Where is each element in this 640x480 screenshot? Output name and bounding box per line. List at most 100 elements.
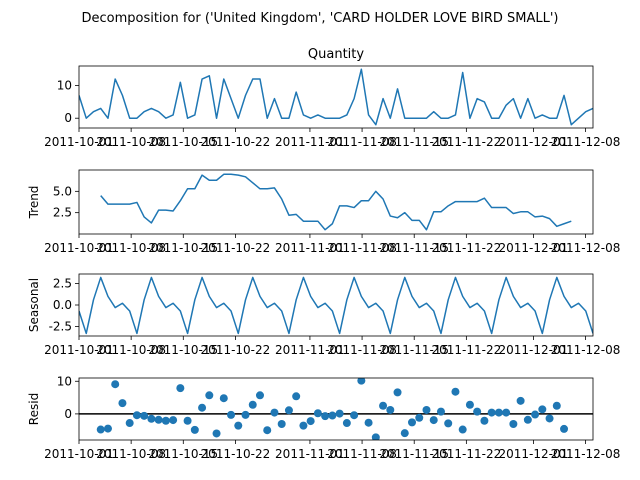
resid-point [313,409,322,418]
resid-point [516,396,525,405]
x-tick-label: 2011-10-22 [201,447,271,461]
plot-area [79,68,593,126]
x-tick-label: 2011-11-15 [379,241,449,255]
resid-point [321,412,330,421]
resid-point [169,416,178,425]
x-tick-label: 2011-10-01 [44,135,114,149]
resid-point [436,407,445,416]
x-tick-label: 2011-10-01 [44,343,114,357]
x-tick-label: 2011-10-22 [201,343,271,357]
x-tick-label: 2011-10-08 [96,241,166,255]
panels: Quantity0102011-10-012011-10-082011-10-1… [27,47,620,461]
y-tick-label: 10 [57,374,72,388]
resid-point [335,409,344,418]
x-tick-label: 2011-11-15 [379,135,449,149]
resid-point [531,410,540,419]
x-tick-label: 2011-11-22 [431,343,501,357]
x-tick-label: 2011-10-08 [96,447,166,461]
axes-frame [78,273,594,337]
x-tick-label: 2011-11-08 [327,135,397,149]
resid-point [487,408,496,417]
resid-point [263,426,272,435]
resid-point [502,408,511,417]
x-tick-label: 2011-11-01 [275,241,345,255]
resid-point [212,429,221,438]
resid-point [538,405,547,414]
x-tick-label: 2011-12-08 [551,241,621,255]
resid-point [198,403,207,412]
resid-point [458,425,467,434]
resid-point [111,380,120,389]
resid-point [342,419,351,428]
resid-point [415,413,424,422]
panel-trend: Trend 2.5 5.0 2011-10-012011-10-082011-10-1… [27,169,621,255]
panel-seasonal: Seasonal -2.50.02.52011-10-012011-10-0820… [27,273,621,357]
resid-point [292,392,301,401]
x-tick-label: 2011-10-01 [44,241,114,255]
resid-point [393,388,402,397]
resid-point [480,416,489,425]
resid-point [190,425,199,434]
figure-title: Decomposition for ('United Kingdom', 'CA… [81,11,558,26]
resid-point [379,401,388,410]
series-line [79,276,593,335]
x-tick-label: 2011-10-22 [201,135,271,149]
resid-point [560,424,569,433]
y-axis-label: Trend [27,186,41,220]
resid-point [103,424,112,433]
resid-point [400,429,409,438]
plot-area [79,276,593,335]
resid-point [386,405,395,414]
series-line [79,68,593,126]
resid-point [183,416,192,425]
x-tick-label: 2011-10-08 [96,135,166,149]
resid-point [473,407,482,416]
resid-point [523,415,532,424]
resid-point [96,425,105,434]
x-tick-label: 2011-10-15 [148,135,218,149]
y-tick-label: 0 [64,111,72,125]
series-line [100,173,572,231]
resid-point [451,387,460,396]
x-tick-label: 2011-11-22 [431,135,501,149]
x-tick-label: 2011-12-01 [499,447,569,461]
resid-point [219,394,228,403]
resid-point [545,414,554,423]
resid-point [552,401,561,410]
x-tick-label: 2011-12-01 [499,241,569,255]
y-tick-label: 10 [57,79,72,93]
resid-point [147,414,156,423]
x-tick-label: 2011-11-22 [431,241,501,255]
y-tick-label: 2.5 [53,206,72,220]
axes-frame [78,169,594,235]
y-tick-label: -2.5 [49,320,72,334]
resid-point [118,399,127,408]
resid-point [270,408,279,417]
resid-point [509,420,518,429]
panel-quantity: Quantity 0 10 2011-10-012011-10-082011-10-1… [44,47,620,149]
x-tick-label: 2011-12-08 [551,343,621,357]
x-tick-label: 2011-12-08 [551,447,621,461]
x-tick-label: 2011-10-15 [148,241,218,255]
resid-point [328,411,337,420]
resid-point [299,421,308,430]
x-tick-label: 2011-11-15 [379,343,449,357]
resid-point [132,411,141,420]
resid-point [154,415,163,424]
x-tick-label: 2011-11-08 [327,241,397,255]
resid-point [465,400,474,409]
resid-point [494,408,503,417]
resid-point [227,410,236,419]
resid-point [176,384,185,393]
resid-point [241,410,250,419]
resid-point [408,418,417,427]
resid-point [205,391,214,400]
resid-point [234,421,243,430]
plot-area [100,173,572,231]
x-tick-label: 2011-10-15 [148,447,218,461]
resid-point [422,405,431,414]
resid-point [364,418,373,427]
y-tick-label: 0 [64,407,72,421]
x-tick-label: 2011-11-01 [275,135,345,149]
